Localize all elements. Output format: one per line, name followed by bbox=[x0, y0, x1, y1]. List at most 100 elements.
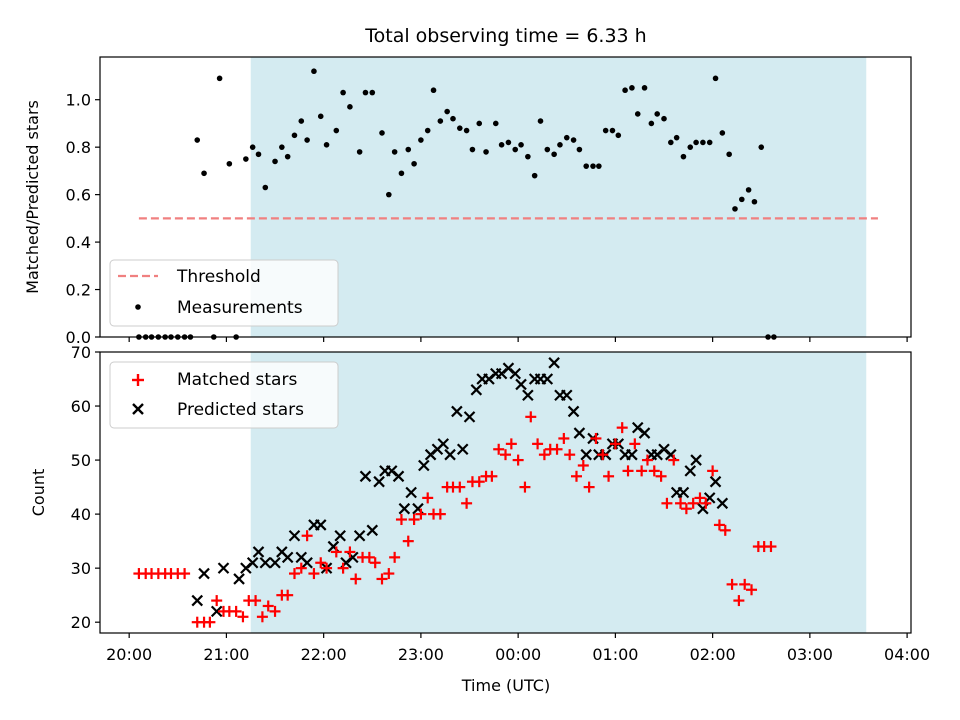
matched-star-point bbox=[344, 546, 356, 558]
matched-star-point bbox=[454, 481, 466, 493]
measurement-point bbox=[450, 115, 456, 122]
measurement-point bbox=[518, 141, 524, 148]
predicted-star-point bbox=[580, 448, 592, 461]
matched-star-point bbox=[590, 432, 602, 444]
matched-star-point bbox=[500, 449, 511, 461]
matched-star-point bbox=[564, 449, 576, 461]
predicted-star-point bbox=[709, 475, 722, 488]
legend-predicted-swatch bbox=[132, 403, 144, 415]
matched-star-point bbox=[315, 557, 327, 569]
measurement-point bbox=[563, 134, 570, 141]
legend-measurements-label: Measurements bbox=[177, 298, 303, 318]
matched-star-point bbox=[694, 492, 706, 504]
measurement-point bbox=[576, 146, 583, 153]
matched-star-point bbox=[402, 535, 414, 547]
predicted-star-point bbox=[191, 594, 204, 607]
matched-star-point bbox=[415, 508, 427, 520]
y-tick-label: 40 bbox=[71, 505, 91, 524]
matched-star-point bbox=[532, 438, 544, 450]
measurement-point bbox=[732, 206, 738, 212]
matched-star-point bbox=[422, 492, 434, 504]
measurement-point bbox=[668, 139, 674, 146]
y-tick-label: 50 bbox=[71, 451, 91, 470]
matched-star-point bbox=[609, 438, 621, 450]
matched-star-point bbox=[211, 595, 223, 607]
measurement-point bbox=[738, 196, 745, 203]
predicted-star-point bbox=[269, 556, 281, 569]
matched-star-point bbox=[505, 438, 517, 450]
y-tick-label: 20 bbox=[71, 613, 91, 632]
matched-star-point bbox=[308, 568, 320, 580]
measurement-point bbox=[279, 144, 285, 150]
measurement-point bbox=[634, 111, 641, 117]
predicted-star-point bbox=[259, 556, 272, 569]
measurement-point bbox=[719, 130, 726, 136]
matched-star-point bbox=[577, 459, 589, 471]
predicted-star-point bbox=[314, 519, 327, 531]
measurement-point bbox=[386, 191, 392, 198]
matched-star-point bbox=[204, 616, 216, 628]
matched-star-point bbox=[719, 524, 731, 536]
measurement-point bbox=[758, 144, 765, 150]
measurement-point bbox=[687, 144, 694, 150]
matched-star-point bbox=[668, 454, 680, 466]
matched-star-point bbox=[473, 476, 485, 488]
predicted-star-point bbox=[716, 497, 729, 510]
bottom-x-ticks: 20:00 21:00 22:00 23:00 00:00 01:00 02:00 03:00… bbox=[106, 633, 930, 664]
matched-star-point bbox=[493, 443, 505, 455]
matched-star-point bbox=[570, 470, 582, 482]
matched-star-point bbox=[295, 562, 307, 574]
measurement-point bbox=[492, 120, 499, 127]
matched-star-point bbox=[616, 422, 628, 434]
measurement-point bbox=[712, 75, 719, 82]
matched-star-point bbox=[321, 562, 333, 574]
matched-star-point bbox=[746, 584, 758, 596]
matched-star-point bbox=[661, 497, 673, 509]
measurement-point bbox=[391, 149, 398, 155]
matched-star-point bbox=[622, 465, 634, 477]
measurement-point bbox=[424, 127, 431, 134]
x-tick-label: 22:00 bbox=[301, 645, 347, 664]
x-tick-label: 21:00 bbox=[203, 645, 249, 664]
y-tick-label: 30 bbox=[71, 559, 91, 578]
predicted-star-point bbox=[560, 389, 573, 402]
measurement-point bbox=[531, 172, 538, 179]
measurement-point bbox=[602, 127, 609, 134]
measurement-point bbox=[583, 163, 590, 169]
measurement-point bbox=[356, 149, 363, 155]
measurement-point bbox=[673, 134, 680, 141]
measurement-point bbox=[551, 151, 557, 158]
measurement-point bbox=[654, 111, 660, 117]
y-tick-label: 70 bbox=[71, 343, 91, 362]
matched-star-point bbox=[230, 605, 242, 617]
y-tick-label: 1.0 bbox=[66, 91, 91, 110]
measurement-point bbox=[323, 141, 330, 148]
predicted-star-point bbox=[217, 562, 230, 574]
bottom-axes-frame bbox=[99, 351, 912, 634]
measurement-point bbox=[544, 146, 551, 153]
matched-star-point bbox=[350, 573, 362, 585]
top-y-ticks: 0.0 0.2 0.4 0.6 0.8 1.0 bbox=[66, 91, 100, 347]
matched-star-point bbox=[434, 508, 446, 520]
predicted-star-point bbox=[548, 357, 560, 369]
measurement-point bbox=[262, 184, 269, 191]
measurement-point bbox=[347, 104, 353, 110]
measurement-point bbox=[469, 146, 476, 153]
matched-star-point bbox=[369, 557, 381, 569]
predicted-star-point bbox=[444, 448, 456, 461]
matched-star-point bbox=[395, 514, 407, 526]
legend-threshold-label: Threshold bbox=[176, 267, 261, 287]
matched-star-point bbox=[551, 443, 563, 455]
matched-star-point bbox=[675, 497, 687, 509]
predicted-star-point bbox=[418, 459, 430, 472]
predicted-star-point bbox=[684, 465, 697, 477]
top-x-ticks bbox=[128, 337, 908, 342]
predicted-star-point bbox=[522, 389, 534, 402]
matched-star-point bbox=[641, 454, 653, 466]
matched-star-point bbox=[269, 605, 281, 617]
matched-star-point bbox=[558, 432, 570, 444]
predicted-star-point bbox=[210, 605, 223, 618]
measurement-point bbox=[243, 156, 249, 162]
bottom-observing-window bbox=[250, 352, 867, 633]
